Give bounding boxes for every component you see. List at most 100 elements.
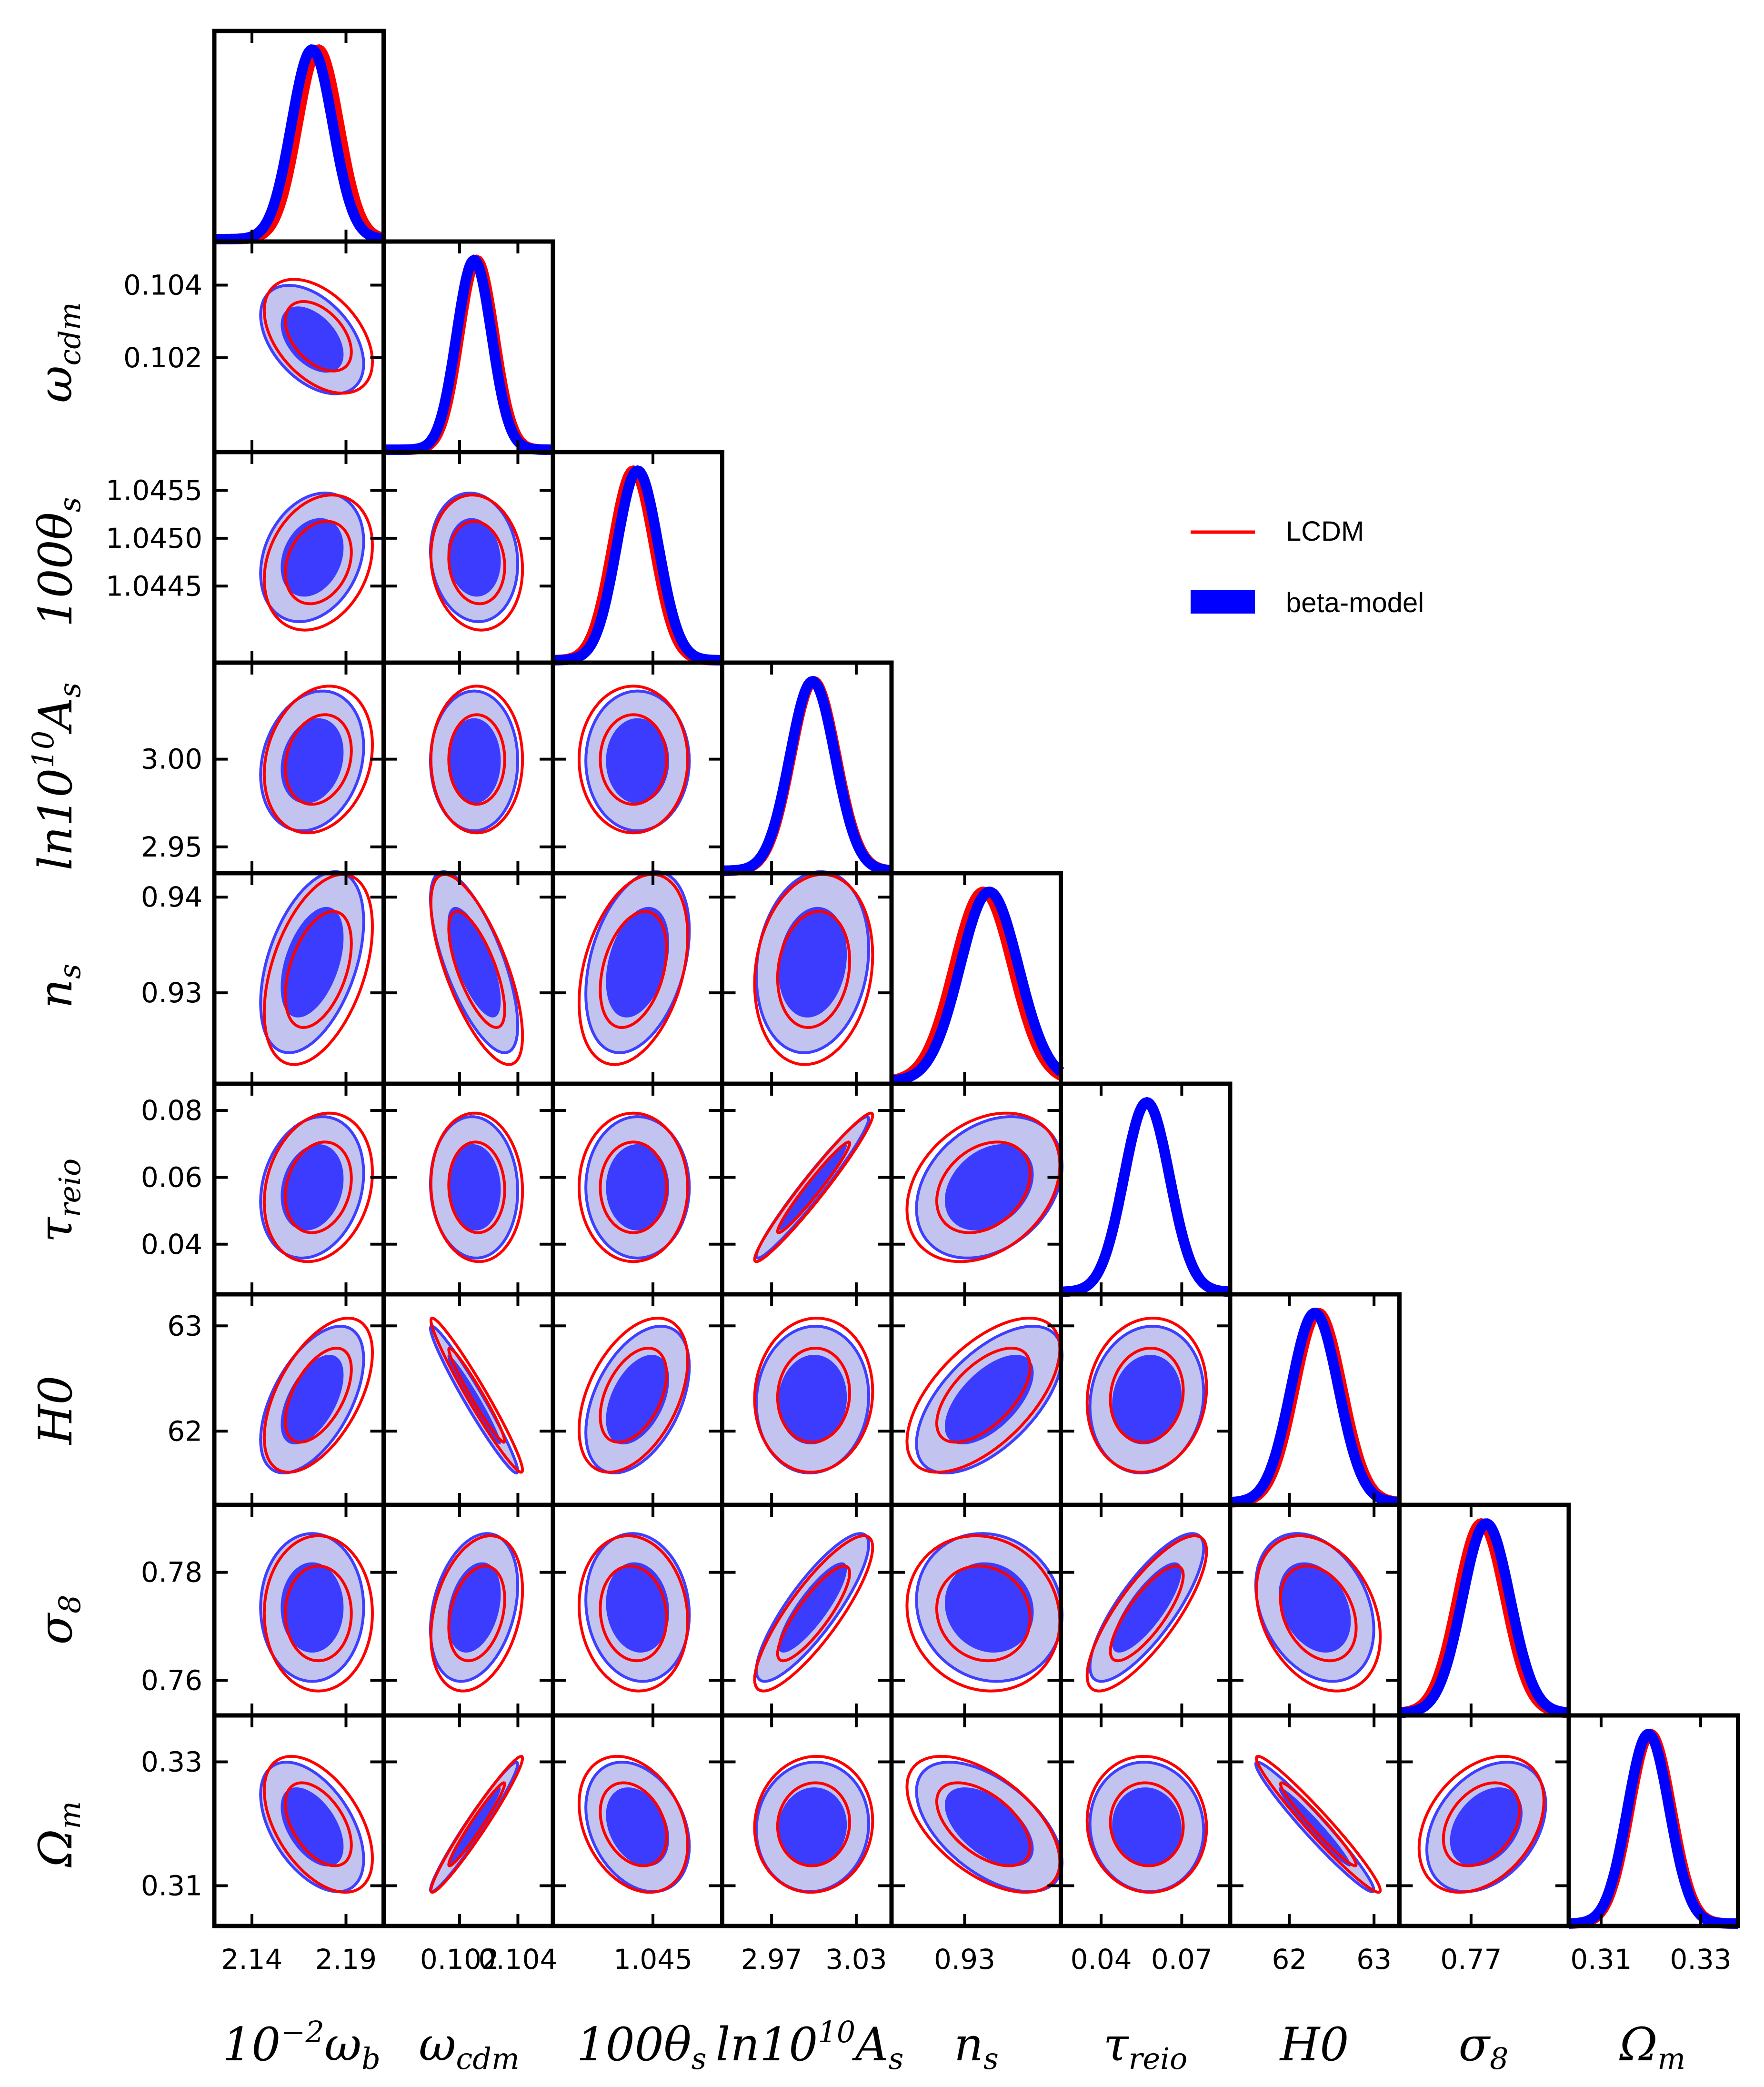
beta-model-contour-68-r1c0: [281, 306, 344, 373]
legend: LCDM beta-model: [1191, 516, 1424, 618]
xlabel-h0: H0: [1279, 2018, 1349, 2071]
lcdm-contour-95-r2c1: [429, 493, 524, 632]
ytick-label-5-1: 0.06: [141, 1161, 202, 1193]
beta-model-contour-68-r8c5: [1112, 1787, 1182, 1866]
beta-model-contour-68-r8c3: [778, 1787, 847, 1866]
lcdm-contour-95-r6c3: [753, 1316, 874, 1474]
beta-model-contour-68-r6c2: [606, 1355, 670, 1444]
lcdm-contour-68-r7c4: [935, 1564, 1032, 1663]
beta-model-contour-68-r2c1: [447, 518, 501, 597]
lcdm-marginal-3: [722, 676, 892, 876]
beta-model-contour-68-r6c4: [944, 1355, 1034, 1444]
beta-model-contour-68-r6c3: [778, 1355, 847, 1444]
lcdm-contour-68-r8c4: [935, 1781, 1032, 1867]
beta-model-contour-68-r7c6: [1279, 1562, 1351, 1653]
ylabel-ln-as: ln1010As: [26, 683, 87, 871]
beta-model-contour-68-r6c0: [281, 1355, 344, 1444]
lcdm-marginal-5: [1061, 1097, 1231, 1297]
lcdm-contour-68-r7c0: [284, 1564, 353, 1663]
beta-model-contour-68-r4c3: [778, 907, 847, 1018]
beta-model-contour-68-r5c3: [778, 1144, 847, 1231]
lcdm-contour-68-r7c3: [776, 1564, 852, 1663]
lcdm-contour-95-r8c7: [1417, 1754, 1545, 1894]
lcdm-contour-95-r6c2: [577, 1316, 690, 1474]
lcdm-contour-95-r5c0: [262, 1111, 374, 1263]
lcdm-contour-68-r4c2: [599, 910, 668, 1029]
lcdm-contour-68-r8c1: [447, 1781, 506, 1867]
lcdm-contour-95-r4c2: [577, 873, 690, 1066]
ytick-label-8-0: 0.31: [141, 1870, 202, 1902]
lcdm-contour-95-r7c1: [429, 1534, 524, 1693]
lcdm-contour-95-r1c0: [262, 278, 374, 395]
lcdm-contour-68-r7c1: [447, 1564, 506, 1663]
lcdm-contour-68-r8c2: [599, 1781, 668, 1867]
lcdm-contour-68-r5c4: [935, 1140, 1032, 1234]
beta-model-contour-68-r4c2: [606, 907, 670, 1018]
beta-model-contour-68-r7c0: [281, 1562, 344, 1653]
lcdm-contour-95-r7c5: [1085, 1534, 1208, 1693]
ytick-label-7-1: 0.78: [141, 1556, 202, 1589]
xtick-label-8-1: 0.33: [1670, 1943, 1732, 1976]
lcdm-contour-95-r8c3: [753, 1754, 874, 1894]
xlabel-ln-as: ln1010As: [716, 2015, 904, 2076]
beta-model-contour-68-r5c2: [606, 1144, 670, 1231]
ytick-label-5-0: 0.04: [141, 1228, 202, 1260]
lcdm-contour-68-r6c2: [599, 1346, 668, 1444]
lcdm-contour-95-r3c2: [577, 685, 690, 835]
ylabel-sigma8: σ8: [29, 1595, 87, 1645]
lcdm-contour-95-r7c3: [753, 1534, 874, 1693]
beta-model-contour-68-r6c5: [1112, 1355, 1182, 1444]
beta-model-contour-68-r5c0: [281, 1144, 344, 1231]
lcdm-contour-68-r6c3: [776, 1346, 852, 1444]
xtick-label-7-0: 0.77: [1440, 1943, 1502, 1976]
beta-model-marginal-8: [1568, 1729, 1738, 1929]
lcdm-contour-68-r8c3: [776, 1781, 852, 1867]
lcdm-contour-68-r6c1: [447, 1346, 506, 1444]
lcdm-marginal-2: [552, 465, 722, 665]
xtick-label-0-0: 2.14: [221, 1943, 282, 1976]
lcdm-contour-95-r4c3: [753, 873, 874, 1066]
xtick-label-0-1: 2.19: [315, 1943, 377, 1976]
ytick-label-5-2: 0.08: [141, 1094, 202, 1127]
beta-model-contour-68-r4c1: [447, 907, 501, 1018]
beta-model-marginal-0: [214, 44, 384, 244]
xlabel-sigma8: σ8: [1459, 2018, 1509, 2076]
lcdm-contour-95-r3c1: [429, 685, 524, 835]
lcdm-contour-95-r8c5: [1085, 1754, 1208, 1894]
panel-frame-r7c7: [1397, 1502, 1571, 1718]
beta-model-contour-68-r7c3: [778, 1562, 847, 1653]
ytick-label-4-1: 0.94: [141, 881, 202, 913]
axis-labels: 10−2ωb ωcdm 100θs ln1010As ns τreio H0 σ…: [26, 302, 1685, 2076]
lcdm-contour-68-r2c1: [447, 520, 506, 605]
lcdm-contour-68-r5c0: [284, 1140, 353, 1234]
lcdm-contour-95-r7c0: [262, 1534, 374, 1693]
ylabel-theta-s: 100θs: [29, 497, 87, 627]
lcdm-contour-95-r6c0: [262, 1316, 374, 1474]
beta-model-contour-68-r5c1: [447, 1144, 501, 1231]
lcdm-contour-68-r8c7: [1442, 1781, 1521, 1867]
ytick-label-8-1: 0.33: [141, 1746, 202, 1778]
lcdm-contour-68-r1c0: [284, 300, 353, 373]
lcdm-contour-68-r3c1: [447, 713, 506, 806]
lcdm-contour-68-r8c5: [1109, 1781, 1185, 1867]
ylabel-omega-m: Ωm: [29, 1801, 87, 1867]
lcdm-contour-95-r5c3: [753, 1111, 874, 1263]
ytick-label-4-0: 0.93: [141, 977, 202, 1009]
lcdm-contour-68-r6c5: [1109, 1346, 1185, 1444]
lcdm-contour-68-r4c1: [447, 910, 506, 1029]
xlabel-ns: ns: [954, 2018, 999, 2076]
ytick-label-6-0: 62: [167, 1415, 202, 1447]
lcdm-contour-95-r3c0: [262, 685, 374, 835]
ytick-label-2-1: 1.0450: [106, 522, 202, 555]
beta-model-marginal-6: [1230, 1307, 1400, 1508]
lcdm-contour-68-r2c0: [284, 520, 353, 605]
xtick-label-6-0: 62: [1272, 1943, 1307, 1976]
xtick-label-3-1: 3.03: [825, 1943, 887, 1976]
legend-beta-swatch: [1191, 590, 1255, 614]
beta-model-contour-68-r3c0: [281, 718, 344, 804]
beta-model-marginal-1: [383, 254, 553, 455]
beta-model-marginal-7: [1399, 1518, 1569, 1718]
lcdm-contour-95-r2c0: [262, 493, 374, 632]
lcdm-contour-95-r4c1: [429, 873, 524, 1066]
beta-model-contour-68-r7c4: [944, 1562, 1034, 1653]
